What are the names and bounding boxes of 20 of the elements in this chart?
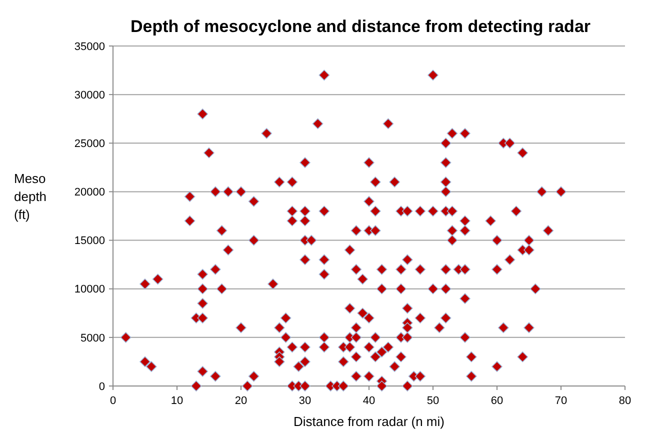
x-tick-label: 80 — [618, 395, 632, 407]
y-tick-label: 15000 — [74, 235, 105, 248]
y-axis-title: Meso depth (ft) — [14, 171, 47, 222]
x-tick-label: 70 — [554, 395, 568, 407]
y-tick-label: 25000 — [74, 138, 105, 150]
x-tick-label: 30 — [298, 395, 312, 407]
x-tick-label: 40 — [362, 395, 376, 407]
y-tick-label: 10000 — [74, 284, 105, 296]
x-tick-label: 60 — [490, 395, 504, 407]
y-tick-label: 20000 — [74, 186, 105, 199]
y-tick-label: 0 — [98, 380, 105, 393]
y-tick-label: 5000 — [80, 332, 105, 344]
y-tick-label: 30000 — [74, 89, 105, 102]
x-tick-label: 50 — [426, 395, 440, 407]
x-axis-title: Distance from radar (n mi) — [294, 414, 444, 429]
x-tick-label: 0 — [110, 395, 116, 407]
x-tick-label: 20 — [234, 395, 248, 407]
x-tick-label: 10 — [170, 395, 184, 407]
y-tick-label: 35000 — [74, 40, 105, 53]
chart-title: Depth of mesocyclone and distance from detecting radar — [130, 17, 591, 36]
